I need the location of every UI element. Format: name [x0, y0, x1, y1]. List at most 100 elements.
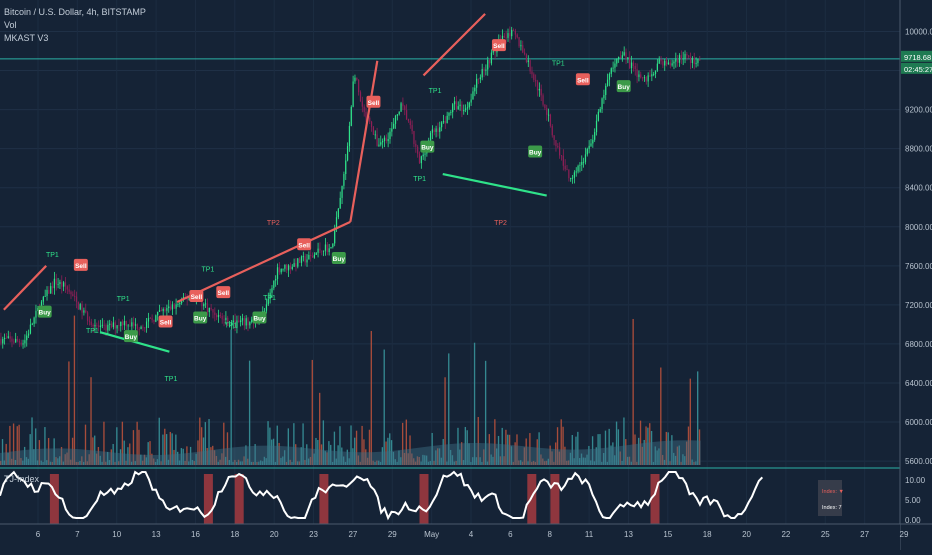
indicator-label[interactable]: TJ-Index — [4, 474, 40, 484]
volume-bar — [16, 426, 18, 465]
candle-body — [551, 125, 553, 136]
candle-body — [488, 60, 491, 64]
candle-body — [359, 92, 362, 102]
volume-bar — [510, 446, 513, 465]
candle-body — [463, 110, 465, 112]
volume-bar — [389, 433, 391, 465]
candle-body — [365, 111, 367, 118]
volume-bar — [601, 461, 603, 465]
volume-bar — [451, 455, 454, 465]
candle-body — [162, 309, 164, 312]
candle-body — [514, 30, 517, 35]
candle-body — [103, 324, 105, 326]
volume-bar — [156, 459, 159, 465]
candle-body — [682, 58, 684, 60]
candle-body — [577, 165, 579, 172]
oscillator-pane: Index: ▼ Index: 7 — [0, 467, 932, 524]
volume-bar — [457, 427, 459, 465]
volume-bar — [564, 446, 566, 465]
volume-bar — [621, 460, 623, 465]
volume-bar — [542, 458, 544, 465]
volume-bar — [114, 462, 116, 465]
candle-body — [77, 302, 79, 310]
candle-body — [605, 85, 607, 95]
volume-bar — [259, 460, 262, 465]
symbol-title[interactable]: Bitcoin / U.S. Dollar, 4h, BITSTAMP — [4, 7, 146, 17]
volume-bar — [307, 458, 310, 465]
candle-body — [385, 137, 387, 142]
candle-body — [358, 79, 360, 93]
volume-bar — [226, 432, 229, 465]
candle-body — [297, 258, 299, 267]
oscillator-line — [0, 470, 764, 521]
volume-bar — [549, 445, 551, 465]
candle-body — [142, 326, 144, 328]
candle-body — [308, 254, 310, 260]
x-tick-label: 20 — [742, 530, 751, 539]
candle-body — [287, 265, 290, 271]
volume-bar — [355, 430, 358, 465]
signal-badge-label: Buy — [253, 316, 266, 323]
x-tick-label: 4 — [469, 530, 474, 539]
volume-bar — [105, 461, 107, 465]
candle-body — [153, 319, 155, 322]
volume-study-label[interactable]: Vol — [4, 20, 17, 30]
candle-body — [417, 146, 419, 154]
candle-body — [11, 338, 13, 342]
volume-bar — [298, 461, 301, 465]
volume-bar — [685, 441, 688, 465]
candle-body — [597, 111, 599, 121]
volume-bar — [304, 459, 306, 465]
volume-bar — [586, 454, 588, 465]
volume-bar — [180, 448, 183, 465]
volume-bar — [256, 462, 258, 465]
volume-bar — [623, 417, 625, 465]
osc-tick-label: 0.00 — [905, 516, 921, 525]
volume-bar — [282, 456, 284, 465]
volume-bar — [484, 360, 487, 465]
candle-body — [415, 143, 417, 147]
take-profit-label: TP1 — [46, 252, 59, 259]
volume-bar — [195, 453, 197, 465]
candle-body — [131, 322, 133, 327]
candle-body — [625, 52, 627, 59]
volume-bar — [250, 461, 253, 465]
candle-body — [413, 131, 415, 144]
mkast-study-label[interactable]: MKAST V3 — [4, 33, 49, 43]
volume-bar — [661, 454, 664, 465]
volume-bar — [106, 451, 109, 465]
candle-body — [636, 69, 638, 77]
take-profit-label: TP1 — [552, 61, 565, 68]
volume-bar — [293, 423, 295, 465]
candle-body — [520, 45, 522, 47]
volume-bar — [352, 448, 354, 465]
osc-tick-label: 5.00 — [905, 496, 921, 505]
volume-bar — [562, 426, 564, 465]
candle-body — [688, 55, 690, 58]
volume-bar — [361, 425, 363, 465]
volume-bar — [606, 461, 609, 465]
volume-bar — [62, 461, 65, 465]
candle-body — [247, 318, 249, 326]
candle-body — [570, 178, 572, 179]
y-tick-label: 7200.00 — [905, 301, 932, 310]
candle-body — [452, 104, 454, 113]
candle-body — [138, 328, 140, 330]
price-badge-value: 9718.68 — [904, 53, 931, 62]
candle-body — [66, 286, 68, 290]
oscillator-band — [550, 474, 560, 524]
volume-bar — [400, 457, 402, 465]
signals: Sell Buy Buy Sell Sell Buy Sell Buy Sell Buy Sell B… — [37, 39, 631, 383]
candle-body — [518, 37, 520, 47]
volume-bar — [186, 446, 188, 465]
candle-body — [660, 59, 662, 62]
candle-body — [50, 286, 52, 294]
x-tick-label: 13 — [624, 530, 633, 539]
candle-body — [53, 278, 56, 289]
volume-bar — [140, 454, 142, 465]
volume-bar — [261, 461, 264, 465]
candle-body — [293, 263, 295, 267]
candle-body — [466, 107, 469, 109]
